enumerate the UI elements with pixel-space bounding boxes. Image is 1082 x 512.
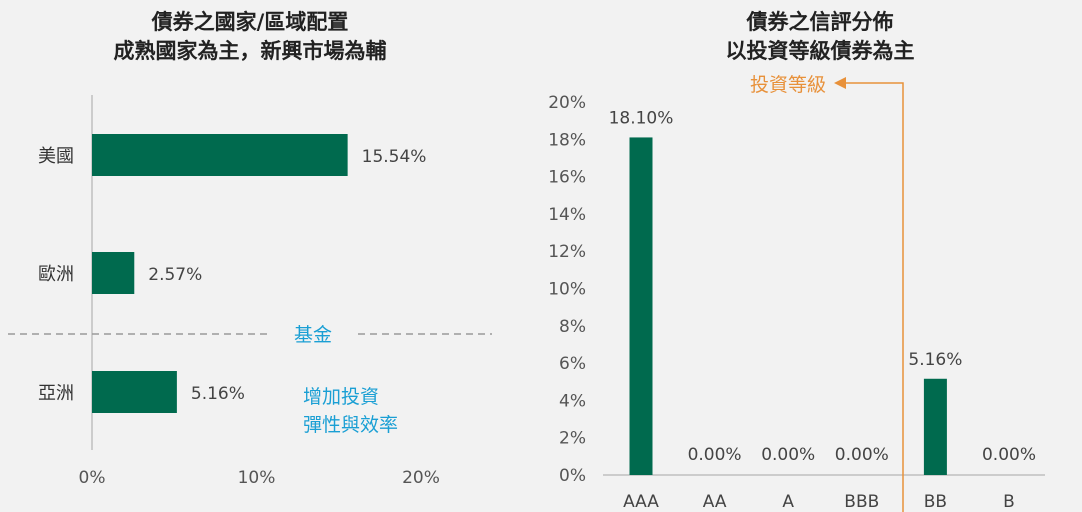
left-chart-title: 債券之國家/區域配置 成熟國家為主，新興市場為輔 bbox=[40, 8, 460, 66]
investment-grade-label: 投資等級 bbox=[750, 74, 826, 96]
right-y-tick-label: 10% bbox=[548, 280, 586, 300]
right-category-label: A bbox=[782, 492, 794, 512]
left-bar-0 bbox=[92, 134, 348, 176]
right-bar-bb bbox=[923, 378, 947, 475]
right-y-tick-label: 0% bbox=[559, 466, 586, 486]
right-bar-chart: 0% 2% 4% 6% 8% 10% 12% 14% 16% 18% 20% 18.10% 0.00%… bbox=[548, 74, 1045, 512]
right-y-tick-label: 6% bbox=[559, 354, 586, 374]
left-data-label: 5.16% bbox=[191, 384, 245, 404]
investment-grade-line bbox=[840, 82, 904, 512]
right-category-label: B bbox=[1003, 492, 1015, 512]
right-data-label: 0.00% bbox=[982, 445, 1036, 465]
right-y-tick-label: 16% bbox=[548, 168, 586, 188]
right-chart-title: 債券之信評分佈 以投資等級債券為主 bbox=[610, 8, 1030, 66]
right-y-tick-label: 12% bbox=[548, 242, 586, 262]
left-category-label: 美國 bbox=[38, 146, 74, 167]
left-x-tick-label: 0% bbox=[79, 468, 106, 488]
right-category-label: AAA bbox=[623, 492, 659, 512]
left-data-label: 2.57% bbox=[148, 265, 202, 285]
left-bar-1 bbox=[92, 252, 135, 294]
right-category-label: BB bbox=[924, 492, 947, 512]
divider-label: 基金 bbox=[294, 324, 332, 346]
right-data-label: 0.00% bbox=[761, 445, 815, 465]
left-x-tick-label: 10% bbox=[238, 468, 276, 488]
right-y-tick-label: 8% bbox=[559, 317, 586, 337]
right-data-label: 0.00% bbox=[688, 445, 742, 465]
investment-grade-arrowhead bbox=[834, 77, 846, 89]
left-category-label: 歐洲 bbox=[38, 264, 74, 285]
right-y-tick-label: 20% bbox=[548, 93, 586, 113]
right-data-label: 18.10% bbox=[609, 108, 674, 128]
right-y-tick-label: 2% bbox=[559, 429, 586, 449]
right-data-label: 0.00% bbox=[835, 445, 889, 465]
right-chart-title-line1: 債券之信評分佈 bbox=[746, 10, 894, 34]
right-category-label: BBB bbox=[844, 492, 879, 512]
right-y-tick-label: 14% bbox=[548, 205, 586, 225]
right-chart-title-line2: 以投資等級債券為主 bbox=[725, 39, 915, 63]
left-x-tick-label: 20% bbox=[402, 468, 440, 488]
right-y-tick-label: 18% bbox=[548, 130, 586, 150]
left-category-label: 亞洲 bbox=[38, 383, 74, 404]
note-line2: 彈性與效率 bbox=[303, 414, 398, 436]
left-bar-2 bbox=[92, 371, 177, 413]
right-y-tick-label: 4% bbox=[559, 391, 586, 411]
note-line1: 增加投資 bbox=[303, 386, 379, 408]
right-data-label: 5.16% bbox=[908, 350, 962, 370]
right-category-label: AA bbox=[703, 492, 727, 512]
left-chart-title-line2: 成熟國家為主，新興市場為輔 bbox=[113, 39, 387, 63]
left-chart-title-line1: 債券之國家/區域配置 bbox=[151, 10, 349, 34]
right-bar-aaa bbox=[629, 137, 653, 475]
left-data-label: 15.54% bbox=[362, 147, 427, 167]
